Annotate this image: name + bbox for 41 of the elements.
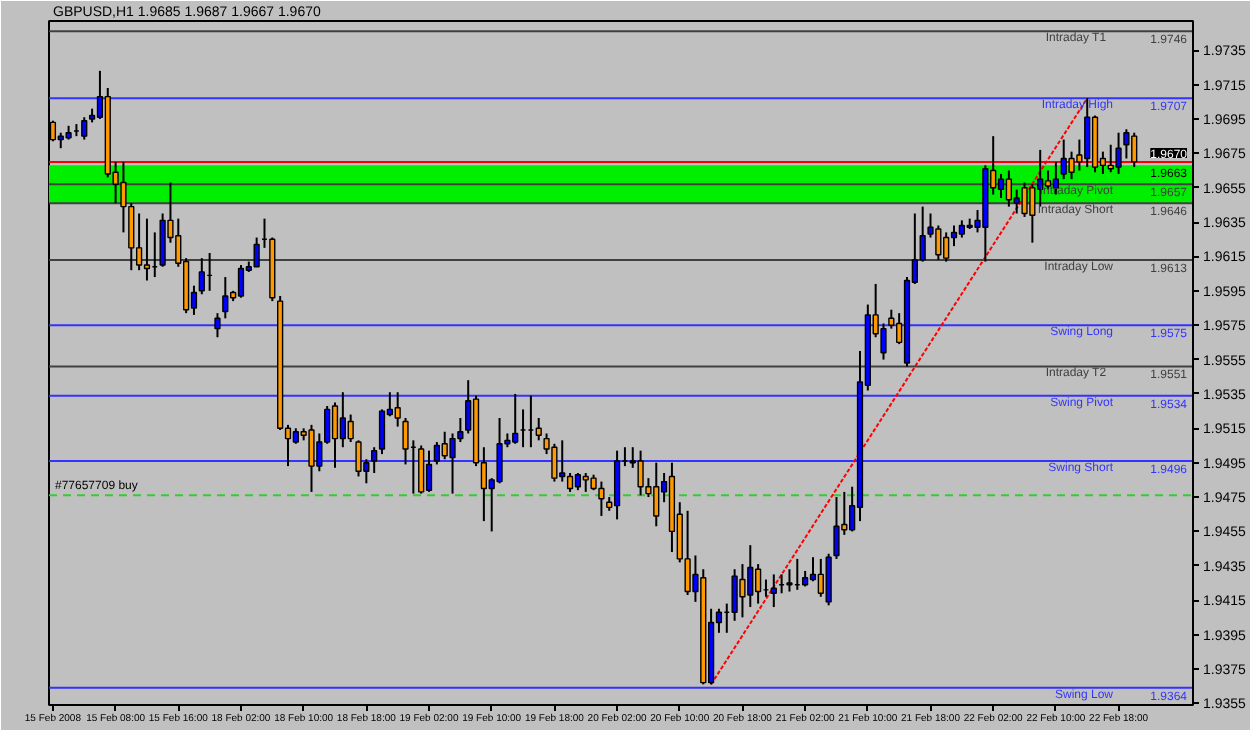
candlestick <box>598 480 605 517</box>
candlestick <box>433 441 440 466</box>
candlestick <box>637 449 644 497</box>
candlestick <box>684 509 691 597</box>
candlestick <box>425 449 433 493</box>
candlestick <box>566 471 574 493</box>
candlestick <box>441 430 448 461</box>
candlestick <box>339 391 346 449</box>
candlestick <box>308 423 315 493</box>
candlestick <box>418 444 425 495</box>
candlestick <box>378 408 386 456</box>
candlestick <box>770 573 777 609</box>
candlestick <box>1029 183 1036 244</box>
candlestick <box>347 413 354 444</box>
candlestick <box>559 439 566 483</box>
candlestick <box>214 312 221 339</box>
candlestick <box>331 401 339 469</box>
candlestick <box>81 116 88 141</box>
candlestick <box>1005 169 1012 208</box>
candlestick <box>582 471 589 493</box>
candlestick <box>1021 181 1028 218</box>
candlestick <box>535 416 542 442</box>
candlestick <box>143 217 151 282</box>
candlestick <box>1131 131 1138 169</box>
candlestick <box>613 449 621 521</box>
candlestick <box>943 231 950 263</box>
candlestick <box>754 563 762 605</box>
candlestick <box>237 264 245 299</box>
candlestick <box>817 557 824 598</box>
candlestick <box>997 172 1005 200</box>
candlestick <box>747 544 754 609</box>
candlestick <box>653 461 660 528</box>
candlestick <box>1115 131 1122 175</box>
candlestick <box>512 392 519 445</box>
candlestick <box>355 439 362 478</box>
candlestick <box>371 446 378 474</box>
candlestick <box>135 212 143 272</box>
candlestick <box>222 276 229 320</box>
candlestick <box>1060 138 1067 181</box>
candlestick <box>1084 97 1091 169</box>
candlestick <box>198 257 205 296</box>
